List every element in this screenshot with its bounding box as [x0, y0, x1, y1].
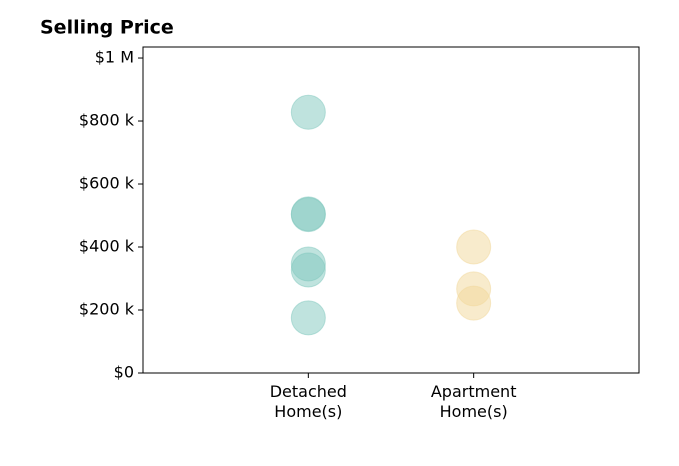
point — [290, 94, 326, 130]
point — [456, 285, 492, 321]
point — [290, 197, 326, 233]
x-tick-label: Apartment Home(s) — [431, 382, 517, 421]
point — [290, 300, 326, 336]
plot-frame — [142, 46, 640, 374]
y-tick-label: $400 k — [79, 237, 135, 256]
y-tick-label: $0 — [114, 363, 134, 382]
y-tick-label: $600 k — [79, 174, 135, 193]
x-tick-label: Detached Home(s) — [270, 382, 347, 421]
y-tick-label: $200 k — [79, 300, 135, 319]
y-tick-label: $800 k — [79, 111, 135, 130]
point — [456, 229, 492, 265]
y-tick-label: $1 M — [95, 48, 134, 67]
point — [290, 252, 326, 288]
chart-title: Selling Price — [40, 17, 174, 39]
